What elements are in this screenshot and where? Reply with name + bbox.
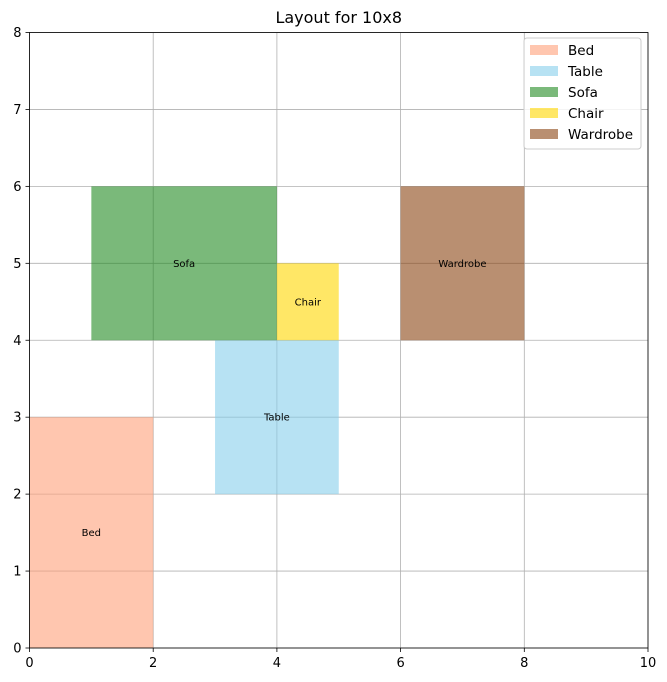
- legend: Bed Table Sofa Chair Wardrobe: [523, 37, 642, 150]
- wardrobe-legend-label: Wardrobe: [568, 127, 633, 143]
- x-tick-label: 4: [273, 656, 281, 671]
- table-rect: [215, 340, 339, 495]
- bed-legend-label: Bed: [568, 43, 594, 59]
- x-tick-label: 0: [25, 656, 33, 671]
- chart-title: Layout for 10x8: [275, 8, 402, 27]
- x-tick-label: 8: [520, 656, 528, 671]
- legend-box: [523, 37, 642, 150]
- chair-rect: [276, 263, 339, 341]
- y-tick-label: 3: [13, 411, 21, 426]
- bed-label: Bed: [82, 528, 101, 539]
- x-tick-label: 2: [149, 656, 157, 671]
- plot-frame: [29, 32, 649, 649]
- table-legend-label: Table: [567, 64, 603, 80]
- y-tick-label: 7: [13, 103, 21, 118]
- sofa-legend-swatch: [530, 87, 558, 97]
- table-label: Table: [263, 413, 290, 424]
- sofa-rect: [91, 186, 277, 341]
- sofa-label: Sofa: [173, 259, 195, 270]
- chair-legend-swatch: [530, 108, 558, 118]
- y-tick-label: 2: [13, 488, 21, 503]
- y-tick-label: 0: [13, 642, 21, 657]
- y-tick-label: 6: [13, 180, 21, 195]
- wardrobe-legend-swatch: [530, 129, 558, 139]
- y-tick-label: 4: [13, 334, 21, 349]
- chair-label: Chair: [295, 297, 322, 308]
- y-tick-label: 1: [13, 565, 21, 580]
- bed-rect: [29, 417, 154, 648]
- wardrobe-label: Wardrobe: [438, 259, 486, 270]
- furniture-items: Bed Table Sofa Chair Wardrobe: [29, 186, 525, 648]
- bed-legend-swatch: [530, 45, 558, 55]
- wardrobe-rect: [400, 186, 525, 341]
- chair-legend-label: Chair: [568, 106, 604, 122]
- x-tick-label: 6: [396, 656, 404, 671]
- y-tick-label: 8: [13, 26, 21, 41]
- sofa-legend-label: Sofa: [568, 85, 598, 101]
- y-tick-label: 5: [13, 257, 21, 272]
- axes: 0 2 4 6 8 10 0 1 2 3 4 5 6 7 8: [13, 26, 656, 671]
- table-legend-swatch: [530, 66, 558, 76]
- x-tick-label: 10: [640, 656, 657, 671]
